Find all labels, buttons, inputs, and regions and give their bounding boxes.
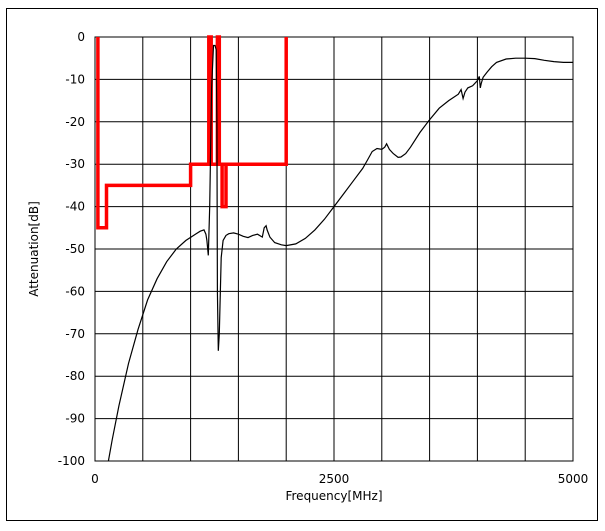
plot-area xyxy=(94,36,574,462)
y-tick-label: -20 xyxy=(65,115,85,129)
x-axis-title: Frequency[MHz] xyxy=(285,489,382,503)
y-tick-label: -100 xyxy=(58,454,85,468)
y-tick-label: -10 xyxy=(65,72,85,86)
y-tick-label: -80 xyxy=(65,369,85,383)
y-tick-label: 0 xyxy=(77,30,85,44)
measured-line xyxy=(107,44,573,462)
grid xyxy=(95,37,573,461)
y-tick-label: -50 xyxy=(65,242,85,256)
chart-frame: 0 -10 -20 -30 -40 -50 -60 -70 -80 -90 -100 0 2500 50… xyxy=(6,8,598,521)
y-tick-label: -30 xyxy=(65,157,85,171)
x-tick-label: 0 xyxy=(91,472,99,486)
x-tick-label: 5000 xyxy=(558,472,589,486)
y-tick-label: -60 xyxy=(65,284,85,298)
series-layer xyxy=(96,35,573,462)
y-tick-labels: 0 -10 -20 -30 -40 -50 -60 -70 -80 -90 -100 xyxy=(58,30,85,468)
y-axis-title: Attenuation[dB] xyxy=(27,201,41,297)
y-tick-label: -90 xyxy=(65,412,85,426)
x-tick-labels: 0 2500 5000 xyxy=(91,472,588,486)
x-tick-label: 2500 xyxy=(319,472,350,486)
y-tick-label: -40 xyxy=(65,200,85,214)
mask-line xyxy=(96,35,288,230)
y-tick-label: -70 xyxy=(65,327,85,341)
chart-svg: 0 -10 -20 -30 -40 -50 -60 -70 -80 -90 -100 0 2500 50… xyxy=(27,30,588,503)
